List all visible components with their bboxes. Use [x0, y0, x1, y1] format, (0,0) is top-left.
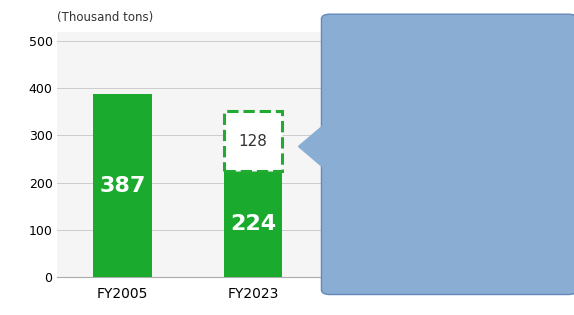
- Bar: [93, 94, 152, 277]
- Text: 387: 387: [99, 176, 146, 196]
- Bar: [224, 111, 282, 171]
- Text: (Thousand tons): (Thousand tons): [57, 11, 154, 24]
- Text: 128 thousand tons: 128 thousand tons: [359, 129, 528, 144]
- Text: 224: 224: [230, 214, 276, 234]
- Text: CO₂ emission: CO₂ emission: [359, 32, 476, 47]
- Bar: [224, 171, 282, 277]
- Text: Cost reduction: Cost reduction: [359, 178, 466, 193]
- Text: reduction*:: reduction*:: [359, 80, 460, 95]
- Text: 3.8 billion yen: 3.8 billion yen: [359, 227, 462, 242]
- Text: 128: 128: [239, 134, 267, 149]
